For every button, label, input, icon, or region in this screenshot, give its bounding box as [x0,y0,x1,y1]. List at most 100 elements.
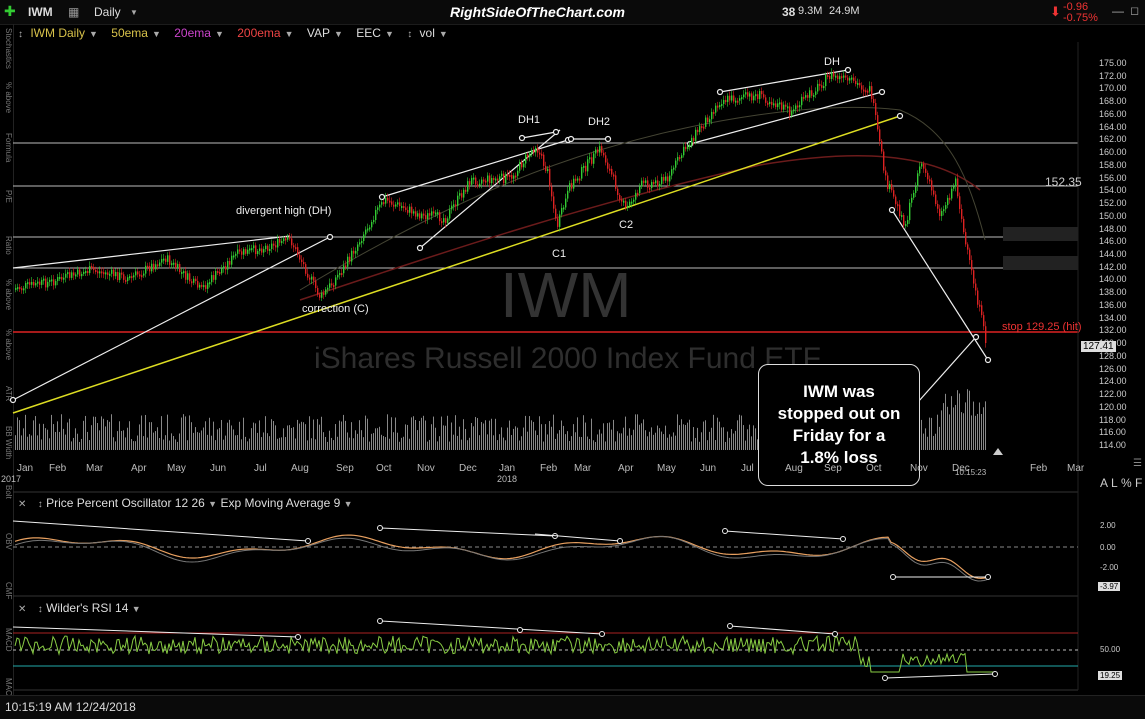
candle-body [733,95,735,102]
minimize-icon[interactable]: — [1112,4,1124,18]
indicator-ema200[interactable]: 200ema [237,26,281,40]
volume-bar [669,434,670,450]
indicator-ema20[interactable]: 20ema [174,26,211,40]
add-icon[interactable]: ✚ [4,3,16,19]
grid-icon[interactable]: ▦ [68,5,80,19]
indicator-eec[interactable]: EEC [356,26,381,40]
candle-body [823,86,825,89]
rail-item[interactable]: P/E [4,190,13,203]
chevron-down-icon[interactable]: ▼ [284,29,294,39]
volume-bar [655,432,656,450]
sort-icon[interactable]: ↕ [18,29,23,40]
volume-bar [511,435,512,450]
volume-bar [73,437,74,450]
volume-bar [351,422,352,450]
rail-item[interactable]: BB Width [4,426,13,460]
chevron-down-icon[interactable]: ▼ [131,604,141,614]
candle-body [387,197,389,201]
close-icon[interactable]: ✕ [18,604,27,615]
candle-body [635,192,637,200]
volume-bar [685,424,686,450]
volume-bar [249,438,250,450]
volume-bar [279,437,280,450]
percent-scale-button[interactable]: % [1121,476,1132,490]
candle-body [275,245,277,248]
candle-body [175,262,177,269]
volume-bar [925,428,926,450]
chevron-down-icon[interactable]: ▼ [151,29,161,39]
period-select[interactable]: Daily [94,5,121,19]
menu-icon[interactable]: ☰ [1133,458,1142,469]
candle-body [213,275,215,280]
close-icon[interactable]: ✕ [18,499,27,510]
chevron-down-icon[interactable]: ▼ [384,29,394,39]
indicator-vol[interactable]: vol [419,26,435,40]
candle-body [709,119,711,123]
volume-bar [549,421,550,450]
volume-count: 38 [782,5,796,19]
candle-body [363,234,365,241]
log-scale-button[interactable]: L [1111,476,1118,490]
auto-scale-button[interactable]: A [1100,476,1109,490]
volume-bar [945,393,946,450]
rail-item[interactable]: Ratio [4,236,13,256]
candle-body [739,98,741,101]
volume-bar [713,414,714,450]
indicator-vap[interactable]: VAP [306,26,330,40]
ppo-sub[interactable]: Exp Moving Average 9 [220,496,341,510]
candle-body [693,137,695,141]
candle-body [657,180,659,187]
status-timestamp: 10:15:19 AM 12/24/2018 [5,700,136,714]
chevron-down-icon[interactable]: ▼ [208,499,218,509]
chevron-down-icon[interactable]: ▼ [343,499,353,509]
chevron-down-icon[interactable]: ▼ [333,29,343,39]
rail-item[interactable]: % above [4,279,13,311]
rail-item[interactable]: % above [4,328,13,360]
sort-icon[interactable]: ↕ [407,29,413,40]
rail-item[interactable]: MACD [4,677,13,702]
time-axis-label: Mar [1067,463,1085,474]
candle-body [509,175,511,178]
chevron-down-icon[interactable]: ▼ [89,29,98,39]
fit-button[interactable]: F [1135,476,1143,490]
symbol-label[interactable]: IWM [28,5,53,19]
chevron-down-icon[interactable]: ▼ [214,29,224,39]
volume-bar [271,419,272,450]
candle-body [629,201,631,206]
volume-bar [75,428,76,450]
volume-bar [927,436,928,450]
candle-body [65,273,67,278]
price-axis-label: 148.00 [1099,223,1127,234]
candle-body [103,272,105,275]
sort-icon[interactable]: ↕ [37,499,43,510]
sort-icon[interactable]: ↕ [37,604,43,615]
volume-bar [187,440,188,450]
period-chevron-down-icon[interactable]: ▼ [130,8,138,17]
candle-body [317,288,319,295]
candle-body [53,279,55,286]
rail-item[interactable]: ATR [4,385,13,402]
volume-bar [259,420,260,450]
rail-item[interactable]: CMF [4,582,13,600]
chevron-down-icon[interactable]: ▼ [438,29,448,39]
volume-bar [719,421,720,450]
rail-item[interactable]: OBV [4,533,13,550]
price-change-pct: -0.75% [1063,12,1098,24]
maximize-icon[interactable]: ◻ [1130,5,1140,17]
rail-item[interactable]: Formula [4,132,13,162]
rsi-title[interactable]: Wilder's RSI 14 [46,601,129,615]
rail-item[interactable]: Bolt [4,485,13,500]
candle-body [867,90,869,93]
rail-item[interactable]: Stochastics [4,28,13,70]
indicator-main[interactable]: IWM Daily [30,26,86,40]
annotation-correction: correction (C) [302,303,369,315]
candle-body [925,168,927,173]
ppo-title[interactable]: Price Percent Oscillator 12 26 [46,496,205,510]
rail-item[interactable]: % above [4,82,13,114]
volume-bar [407,424,408,450]
volume-bar [543,441,544,450]
rail-item[interactable]: MACD [4,628,13,652]
indicator-ema50[interactable]: 50ema [111,26,148,40]
volume-bar [189,415,190,450]
